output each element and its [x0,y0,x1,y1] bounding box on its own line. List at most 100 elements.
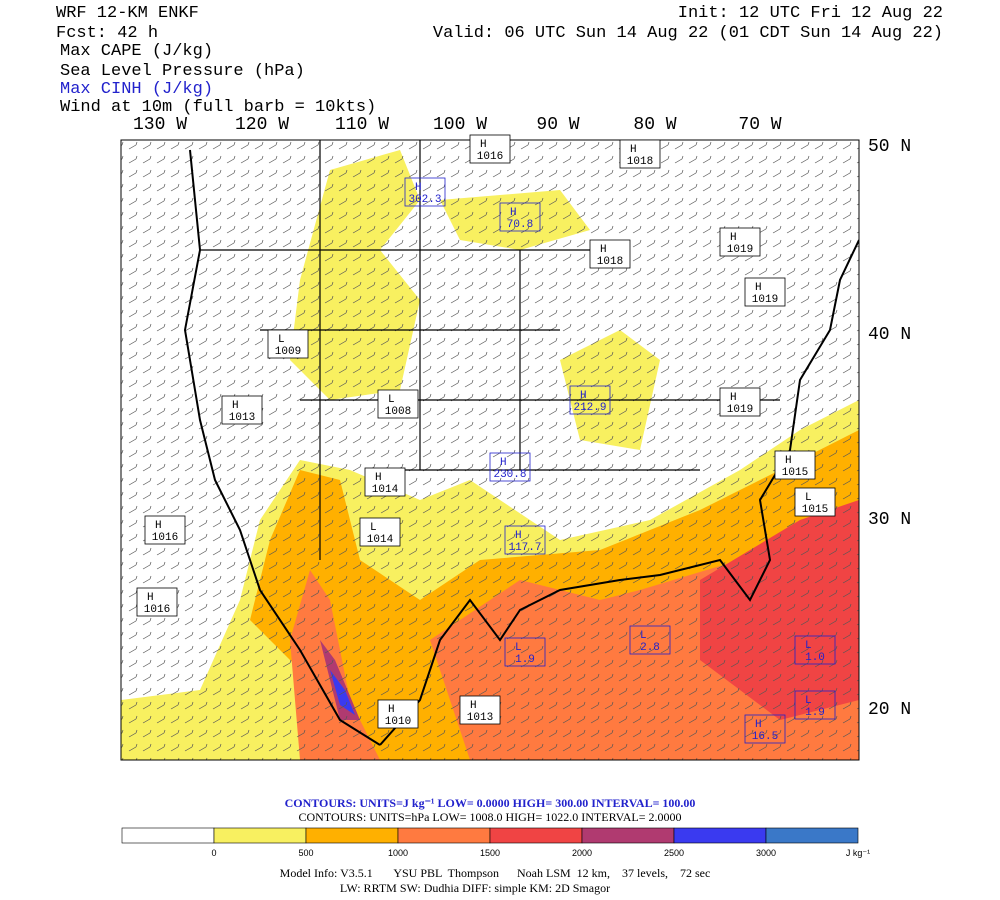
cape-box [794,635,836,665]
pressure-symbol: H [755,282,762,294]
coastline [183,149,859,746]
cape-box [794,690,836,720]
pressure-value: 1016 [477,151,503,163]
cape-symbol: H [580,390,587,402]
model-info: LW: RRTM SW: Dudhia DIFF: simple KM: 2D … [340,881,610,895]
colorbar-label: 500 [298,848,313,858]
cape-symbol: H [515,530,522,542]
cape-box [499,202,541,232]
field-name: Max CINH (J/kg) [60,80,213,99]
pressure-symbol: H [470,700,477,712]
field-name: Sea Level Pressure (hPa) [60,62,305,81]
pressure-box [469,134,511,164]
pressure-value: 1014 [367,534,394,546]
cape-symbol: H [500,457,507,469]
valid-time: Valid: 06 UTC Sun 14 Aug 22 (01 CDT Sun … [433,24,943,43]
longitude-label: 90 W [536,115,579,135]
map-labels: 130 W 120 W 110 W 100 W 90 W 80 W 70 W 50 N 40 N… [133,115,911,744]
pressure-value: 1013 [229,412,255,424]
pressure-symbol: H [232,400,239,412]
pressure-box [267,329,309,359]
pressure-box [377,389,419,419]
cape-box [489,452,531,482]
cape-symbol: H [755,719,762,731]
pressure-box [359,517,401,547]
pressure-box [794,487,836,517]
cape-symbol: L [805,695,812,707]
cape-value: 212.9 [573,402,606,414]
pressure-value: 1019 [727,404,753,416]
slp-contour-info: CONTOURS: UNITS=hPa LOW= 1008.0 HIGH= 10… [299,810,682,824]
pressure-symbol: L [805,492,812,504]
pressure-value: 1010 [385,716,411,728]
pressure-symbol: H [785,455,792,467]
latitude-label: 40 N [868,325,911,345]
pressure-box [719,227,761,257]
cape-symbol: L [640,630,647,642]
cape-value: 1.0 [805,652,825,664]
latitude-label: 30 N [868,510,911,530]
pressure-value: 1014 [372,484,399,496]
pressure-box [459,695,501,725]
forecast-hour: Fcst: 42 h [56,24,158,43]
pressure-symbol: L [388,394,395,406]
model-title: WRF 12-KM ENKF [56,4,199,23]
colorbar: 0 500 1000 1500 2000 2500 3000 J kg⁻¹ [121,827,870,858]
pressure-box [719,387,761,417]
colorbar-swatch [305,827,399,844]
cape-symbol: H [415,182,422,194]
field-name: Wind at 10m (full barb = 10kts) [60,98,376,117]
pressure-symbol: H [155,520,162,532]
pressure-symbol: H [480,139,487,151]
pressure-symbol: H [600,244,607,256]
pressure-symbol: H [147,592,154,604]
colorbar-swatch [121,827,215,844]
cape-contour-info: CONTOURS: UNITS=J kg⁻¹ LOW= 0.0000 HIGH=… [285,796,696,810]
pressure-box [144,515,186,545]
longitude-label: 80 W [633,115,676,135]
pressure-value: 1018 [627,156,653,168]
longitude-label: 120 W [235,115,289,135]
cape-box [404,177,446,207]
cape-value: 230.8 [493,469,526,481]
pressure-value: 1008 [385,406,411,418]
colorbar-label: J kg⁻¹ [846,848,870,858]
pressure-box [377,699,419,729]
pressure-box [364,467,406,497]
colorbar-label: 0 [211,848,216,858]
cape-value: 1.9 [805,707,825,719]
pressure-box [589,239,631,269]
pressure-value: 1018 [597,256,623,268]
colorbar-label: 2000 [572,848,592,858]
longitude-label: 110 W [335,115,389,135]
cape-value: 302.3 [408,194,441,206]
colorbar-label: 3000 [756,848,776,858]
cape-value: 2.8 [640,642,660,654]
cape-box [569,385,611,415]
pressure-symbol: H [730,232,737,244]
field-name: Max CAPE (J/kg) [60,42,213,61]
pressure-box [619,139,661,169]
cape-symbol: L [515,642,522,654]
colorbar-label: 1500 [480,848,500,858]
latitude-label: 20 N [868,700,911,720]
pressure-value: 1015 [802,504,828,516]
cape-box [504,637,546,667]
pressure-box [221,395,263,425]
cape-box [629,625,671,655]
pressure-value: 1015 [782,467,808,479]
colorbar-swatch [765,827,859,844]
colorbar-swatch [213,827,307,844]
longitude-label: 100 W [433,115,487,135]
cape-value: 117.7 [508,542,541,554]
pressure-value: 1016 [152,532,178,544]
pressure-symbol: H [630,144,637,156]
colorbar-swatch [397,827,491,844]
pressure-box [744,277,786,307]
pressure-value: 1013 [467,712,493,724]
colorbar-label: 2500 [664,848,684,858]
pressure-symbol: H [375,472,382,484]
cape-value: 16.5 [752,731,778,743]
cape-symbol: L [805,640,812,652]
